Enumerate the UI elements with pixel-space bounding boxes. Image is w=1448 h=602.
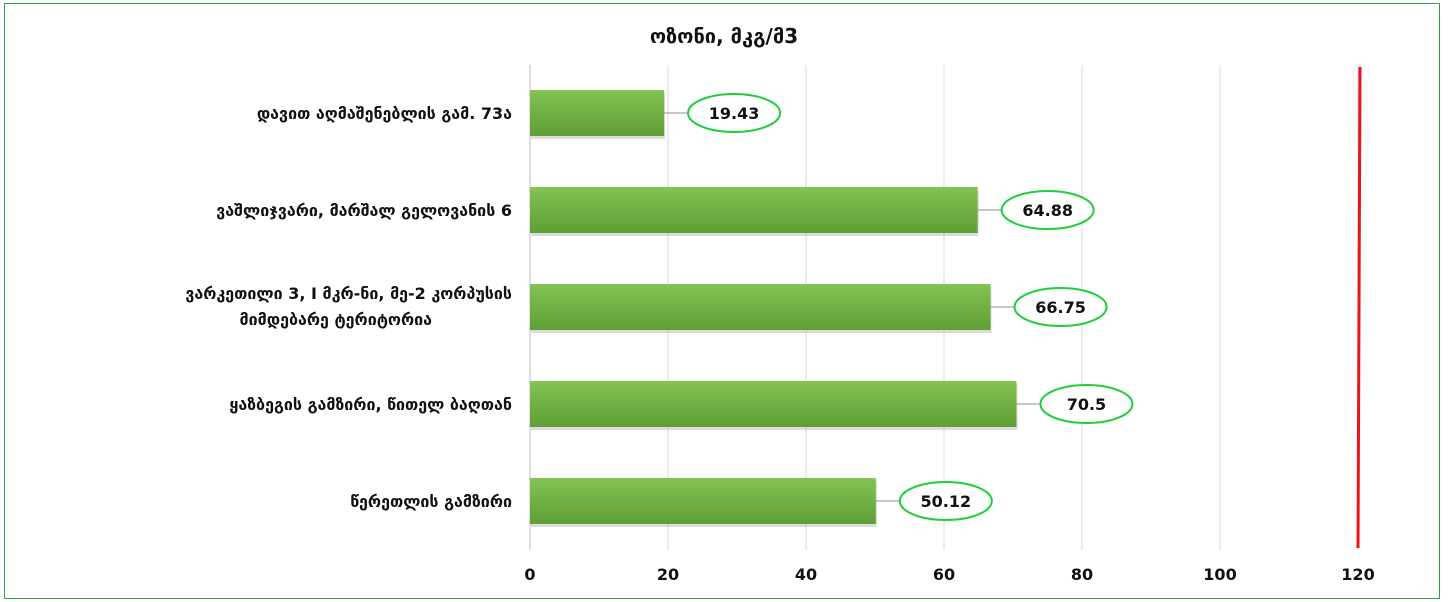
value-label-bubble <box>687 93 782 133</box>
bar <box>530 90 665 136</box>
category-label: ვაშლიჯვარი, მარშალ გელოვანის 6 <box>216 201 512 220</box>
value-label-bubble <box>1000 190 1095 230</box>
category-label: დავით აღმაშენებლის გამ. 73ა <box>257 104 512 123</box>
x-tick-label: 120 <box>1341 565 1374 584</box>
value-label: 50.12 <box>921 492 972 511</box>
x-tick-label: 0 <box>524 565 535 584</box>
x-tick-label: 100 <box>1203 565 1236 584</box>
value-label-bubble <box>1039 384 1134 424</box>
value-label: 64.88 <box>1022 201 1073 220</box>
value-label: 70.5 <box>1067 395 1106 414</box>
x-tick-label: 40 <box>795 565 817 584</box>
bar <box>530 381 1017 427</box>
value-label: 19.43 <box>709 104 760 123</box>
category-label: ყაზბეგის გამზირი, წითელ ბაღთან <box>229 395 512 414</box>
value-label-bubble <box>898 481 993 521</box>
x-tick-label: 80 <box>1071 565 1093 584</box>
x-tick-label: 20 <box>657 565 679 584</box>
bar <box>530 284 991 330</box>
category-label: წერეთლის გამზირი <box>350 492 512 511</box>
bar <box>530 187 978 233</box>
chart-title: ოზონი, მკგ/მ3 <box>649 24 799 48</box>
reference-line <box>1356 66 1362 549</box>
value-label-bubble <box>1013 287 1108 327</box>
value-label: 66.75 <box>1035 298 1086 317</box>
x-tick-label: 60 <box>933 565 955 584</box>
category-label: ვარკეთილი 3, I მკრ-ნი, მე-2 კორპუსის მიმდ… <box>185 284 512 329</box>
bar <box>530 478 876 524</box>
